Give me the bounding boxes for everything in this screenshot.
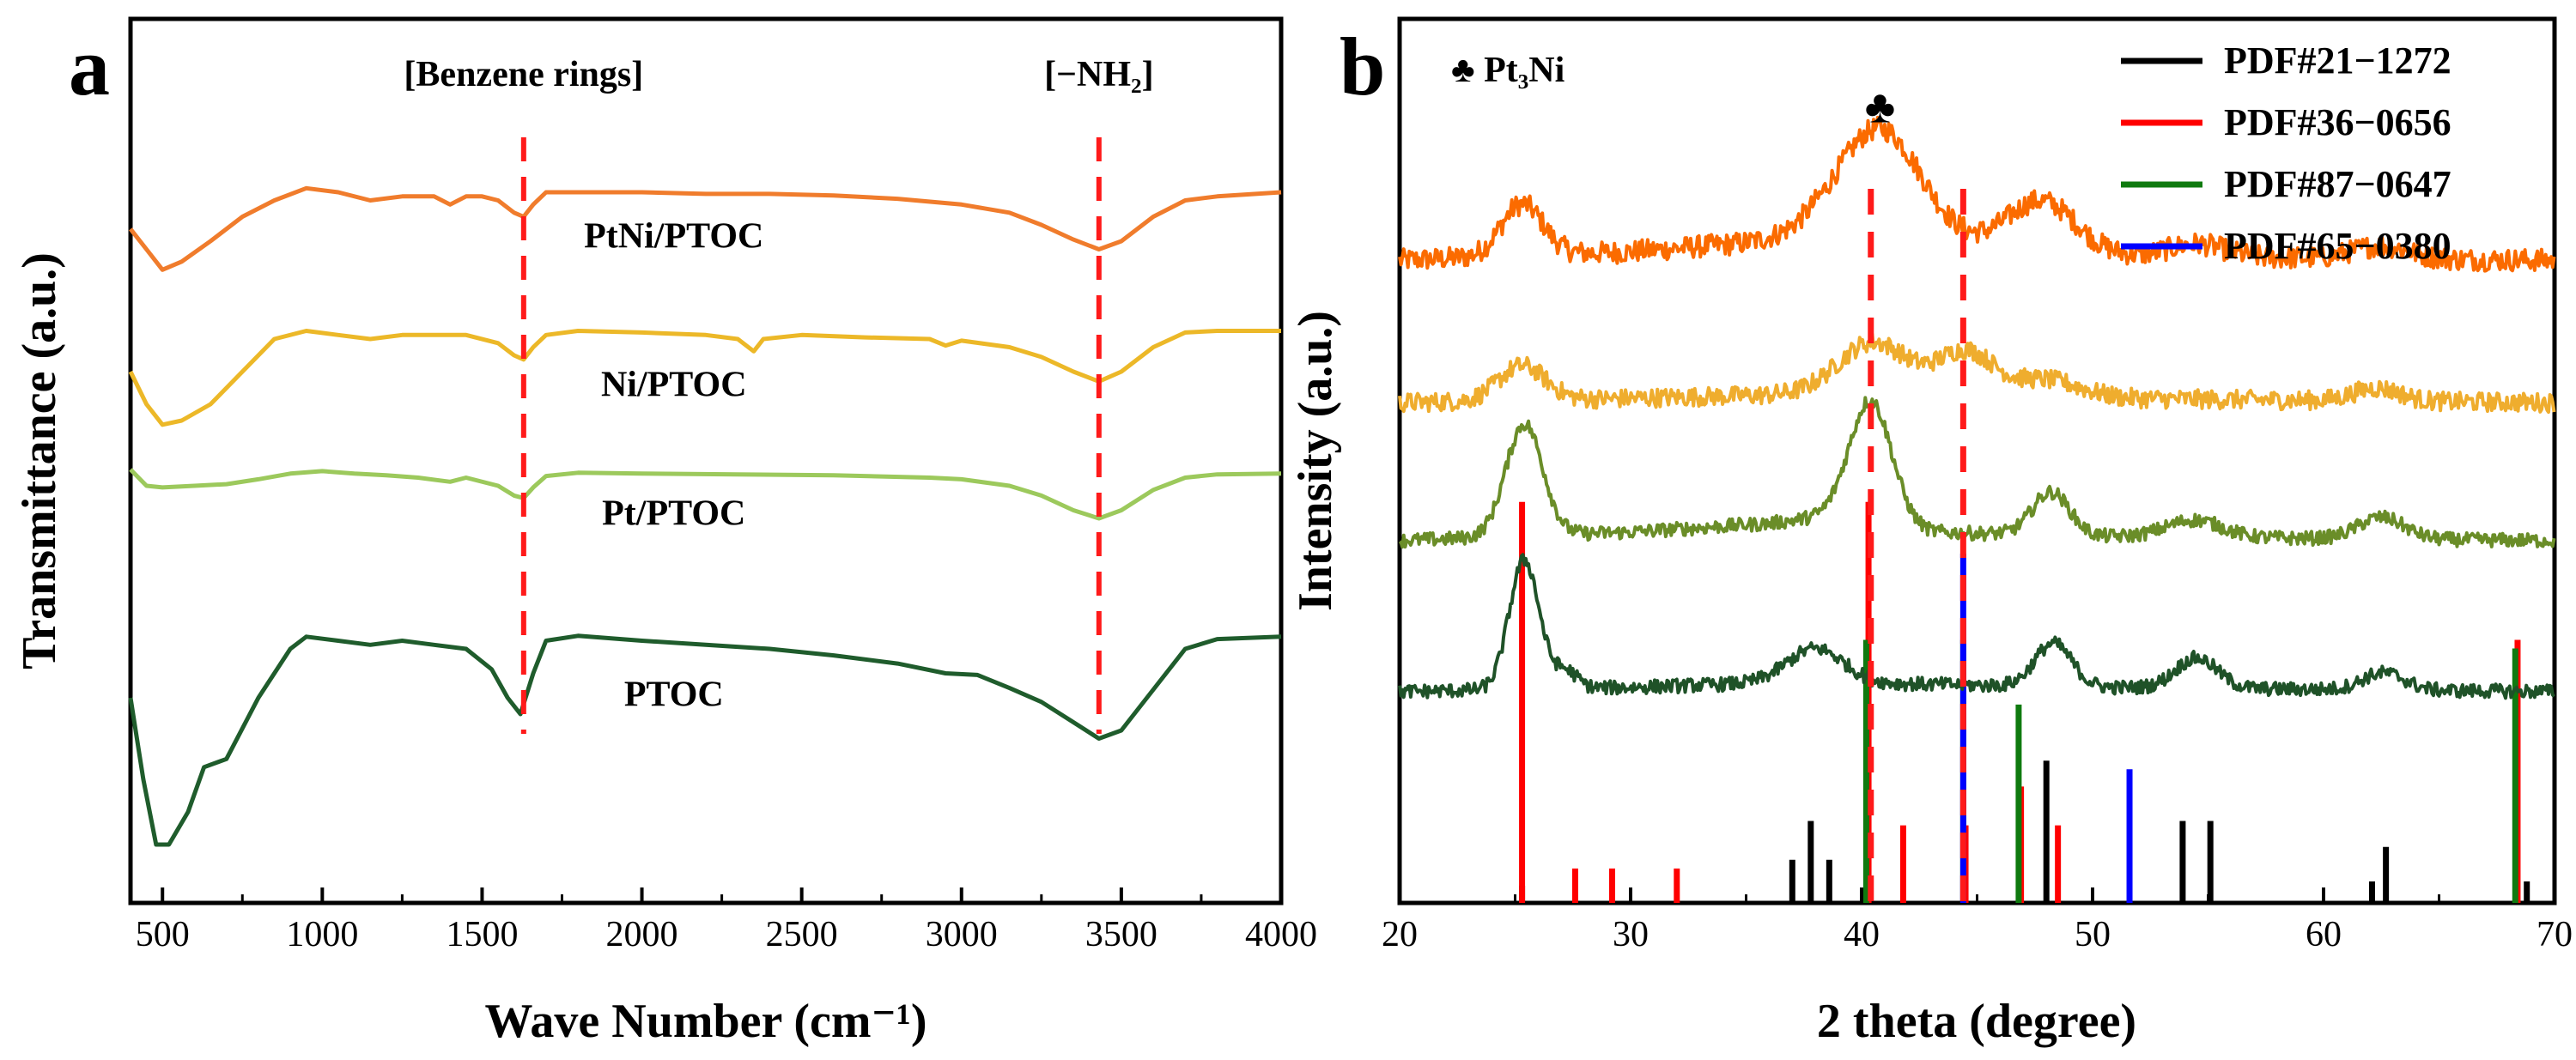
panel-b-series-lines — [1398, 115, 2556, 700]
legend-label-pdf-36-0656: PDF#36−0656 — [2224, 101, 2451, 143]
series-label-pt-ptoc: Pt/PTOC — [602, 494, 745, 534]
panel-b-reference-sticks — [1519, 501, 2530, 903]
panel-b-annotations: ♣ ♣ Pt₃Ni — [1451, 51, 1966, 903]
panel-b-legend: PDF#21−1272 PDF#36−0656 PDF#87−0647 PDF#65−… — [2121, 39, 2451, 267]
panel-b-plot-frame — [1397, 16, 2557, 906]
panel-b-y-axis-label: Intensity (a.u.) — [1289, 311, 1342, 611]
annotation-label: [−NH₂] — [1044, 55, 1154, 94]
series-line-ptni-ptoc — [1398, 115, 2556, 273]
series-label-ni-ptoc: Ni/PTOC — [601, 366, 747, 405]
panel-b-xrd-chart: b ♣ ♣ Pt₃Ni PDF#21−1272 PDF#36−0656 PDF#87−… — [1289, 16, 2573, 1048]
phase-annotation-label: ♣ Pt₃Ni — [1451, 51, 1565, 90]
x-tick-label: 20 — [1382, 915, 1418, 954]
series-line-ptni-ptoc — [129, 185, 1282, 272]
x-tick-label: 1000 — [286, 915, 358, 954]
legend-label-pdf-21-1272: PDF#21−1272 — [2224, 39, 2451, 82]
panel-a-plot-frame — [128, 16, 1284, 906]
legend-label-pdf-87-0647: PDF#87−0647 — [2224, 163, 2451, 205]
panel-a-annotations: [Benzene rings] [−NH₂] PtNi/PTOC Ni/PTOC Pt/… — [404, 55, 1154, 734]
series-line-ni-ptoc — [128, 329, 1281, 427]
panel-b-x-axis-label: 2 theta (degree) — [1817, 995, 2136, 1048]
x-tick-label: 60 — [2306, 915, 2342, 954]
series-label-ptni-ptoc: PtNi/PTOC — [584, 217, 763, 257]
panel-b-letter: b — [1340, 21, 1385, 112]
panel-a-y-axis-label: Transmittance (a.u.) — [13, 252, 66, 669]
panel-a-ftir-chart: a [Benzene rings] [−NH₂] PtNi/PTOC Ni/PTOC P… — [13, 16, 1317, 1048]
annotation-label: [Benzene rings] — [404, 55, 643, 94]
x-tick-label: 3500 — [1085, 915, 1157, 954]
x-tick-label: 1500 — [446, 915, 518, 954]
x-tick-label: 50 — [2075, 915, 2111, 954]
panel-a-letter: a — [69, 21, 110, 112]
x-tick-label: 500 — [136, 915, 190, 954]
x-tick-label: 2500 — [766, 915, 838, 954]
x-tick-label: 40 — [1844, 915, 1880, 954]
series-line-pt-ptoc — [1398, 396, 2556, 549]
x-tick-label: 70 — [2537, 915, 2573, 954]
x-tick-label: 30 — [1613, 915, 1649, 954]
panel-a-x-ticks: 500 1000 1500 2000 2500 3000 3500 4000 — [136, 887, 1317, 954]
x-tick-label: 4000 — [1245, 915, 1317, 954]
panel-a-series-lines — [128, 185, 1282, 847]
legend-label-pdf-65-0380: PDF#65−0380 — [2224, 225, 2451, 267]
series-label-ptoc: PTOC — [624, 675, 724, 715]
x-tick-label: 2000 — [606, 915, 678, 954]
series-line-pt-ptoc — [129, 468, 1282, 521]
series-line-ptoc — [128, 633, 1282, 847]
x-tick-label: 3000 — [926, 915, 998, 954]
panel-b-x-ticks: 20 30 40 50 60 70 — [1382, 887, 2573, 954]
panel-a-x-axis-label: Wave Number (cm⁻¹) — [485, 995, 927, 1048]
series-line-ptoc — [1398, 553, 2555, 700]
series-line-ni-ptoc — [1398, 332, 2556, 415]
club-icon: ♣ — [1865, 81, 1895, 132]
